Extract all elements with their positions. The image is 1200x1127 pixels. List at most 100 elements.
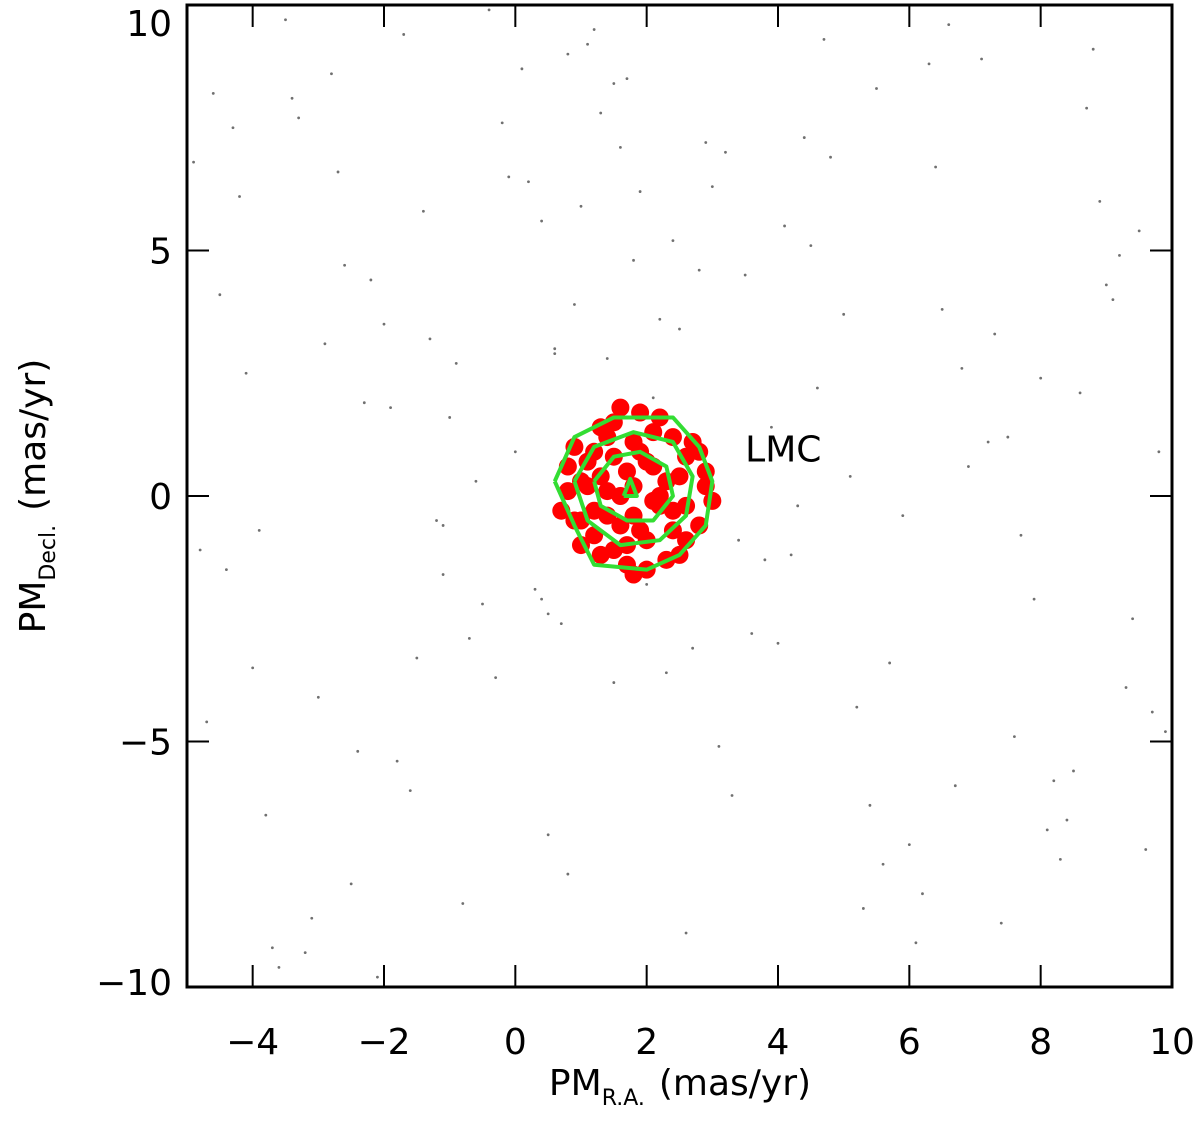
data-point bbox=[343, 263, 346, 267]
y-title-sub: Decl. bbox=[36, 525, 61, 581]
data-point bbox=[284, 18, 287, 22]
data-point bbox=[999, 921, 1003, 925]
data-point bbox=[507, 175, 511, 179]
data-point bbox=[1111, 298, 1115, 301]
data-point bbox=[244, 371, 248, 375]
data-point bbox=[763, 558, 767, 562]
data-point bbox=[225, 568, 228, 572]
data-point bbox=[238, 195, 241, 198]
data-point bbox=[264, 813, 268, 817]
data-point bbox=[323, 342, 327, 346]
data-point bbox=[316, 695, 320, 699]
data-point bbox=[658, 317, 662, 321]
contour-line bbox=[592, 449, 675, 523]
data-point bbox=[586, 42, 589, 46]
data-point bbox=[1131, 617, 1134, 621]
data-point bbox=[205, 720, 209, 724]
data-point bbox=[454, 362, 458, 365]
data-point bbox=[330, 72, 333, 76]
data-point bbox=[848, 474, 852, 478]
data-point bbox=[710, 185, 714, 189]
data-point bbox=[461, 902, 465, 905]
data-point bbox=[789, 553, 793, 557]
data-point bbox=[1150, 710, 1154, 714]
data-point bbox=[612, 82, 616, 85]
data-point bbox=[638, 190, 642, 193]
data-point bbox=[737, 538, 740, 542]
data-point bbox=[290, 96, 294, 100]
data-point bbox=[619, 145, 622, 149]
data-point bbox=[336, 170, 340, 174]
x-tick-label: 2 bbox=[635, 1022, 658, 1063]
data-point bbox=[934, 165, 937, 169]
data-point bbox=[888, 661, 892, 665]
data-point bbox=[855, 705, 859, 709]
data-point bbox=[927, 62, 931, 66]
x-tick-label: 4 bbox=[767, 1022, 790, 1063]
data-point bbox=[218, 293, 222, 297]
data-point bbox=[822, 37, 826, 41]
data-point bbox=[650, 487, 669, 505]
data-point bbox=[704, 141, 708, 144]
data-point bbox=[310, 916, 314, 920]
data-point bbox=[907, 843, 911, 847]
x-title-main: PM bbox=[549, 1063, 602, 1104]
data-point bbox=[546, 833, 550, 837]
data-point bbox=[802, 136, 806, 139]
data-point bbox=[625, 77, 629, 81]
x-tick-label: 10 bbox=[1149, 1022, 1195, 1063]
data-point bbox=[592, 28, 596, 31]
data-point bbox=[960, 366, 964, 370]
data-point bbox=[1164, 730, 1167, 734]
data-point bbox=[1078, 391, 1082, 395]
data-point bbox=[1157, 450, 1161, 454]
data-point bbox=[520, 67, 524, 71]
data-point bbox=[566, 52, 570, 56]
plot-area bbox=[192, 8, 1167, 979]
data-point bbox=[1118, 254, 1121, 257]
data-point bbox=[487, 8, 491, 12]
data-point bbox=[1085, 106, 1089, 110]
data-point bbox=[914, 941, 918, 945]
data-point bbox=[192, 160, 195, 164]
contour-line bbox=[621, 476, 639, 498]
x-tick-label: 6 bbox=[898, 1022, 921, 1063]
data-point bbox=[402, 33, 406, 36]
data-point bbox=[1098, 200, 1102, 203]
data-point bbox=[770, 425, 773, 429]
data-point bbox=[474, 479, 478, 483]
data-point bbox=[448, 416, 452, 419]
y-tick-label: 10 bbox=[126, 4, 172, 45]
y-tick-label: 5 bbox=[149, 232, 172, 273]
data-point bbox=[566, 872, 570, 876]
data-point bbox=[743, 273, 747, 277]
data-point bbox=[967, 465, 970, 468]
x-tick-label: 8 bbox=[1029, 1022, 1052, 1063]
data-point bbox=[540, 219, 543, 223]
data-point bbox=[921, 892, 924, 896]
data-point bbox=[579, 204, 583, 208]
data-point bbox=[617, 462, 636, 481]
data-point bbox=[1006, 435, 1010, 439]
data-point bbox=[678, 327, 681, 331]
data-point bbox=[481, 602, 484, 606]
data-point bbox=[776, 641, 780, 645]
data-point bbox=[546, 612, 550, 616]
data-point bbox=[796, 504, 800, 508]
data-point bbox=[605, 357, 609, 360]
data-point bbox=[494, 676, 498, 680]
x-title-sub: R.A. bbox=[602, 1086, 645, 1111]
data-point bbox=[750, 632, 754, 635]
data-point bbox=[1091, 47, 1095, 51]
y-title-main: PM bbox=[13, 581, 54, 634]
data-point bbox=[1039, 376, 1043, 380]
data-point bbox=[553, 347, 557, 351]
data-point bbox=[277, 965, 281, 969]
data-point bbox=[251, 666, 255, 670]
data-point bbox=[297, 116, 301, 120]
data-point bbox=[527, 180, 530, 184]
x-axis-title: PMR.A. (mas/yr) bbox=[549, 1063, 811, 1111]
data-point bbox=[599, 111, 603, 115]
data-point bbox=[349, 882, 353, 886]
